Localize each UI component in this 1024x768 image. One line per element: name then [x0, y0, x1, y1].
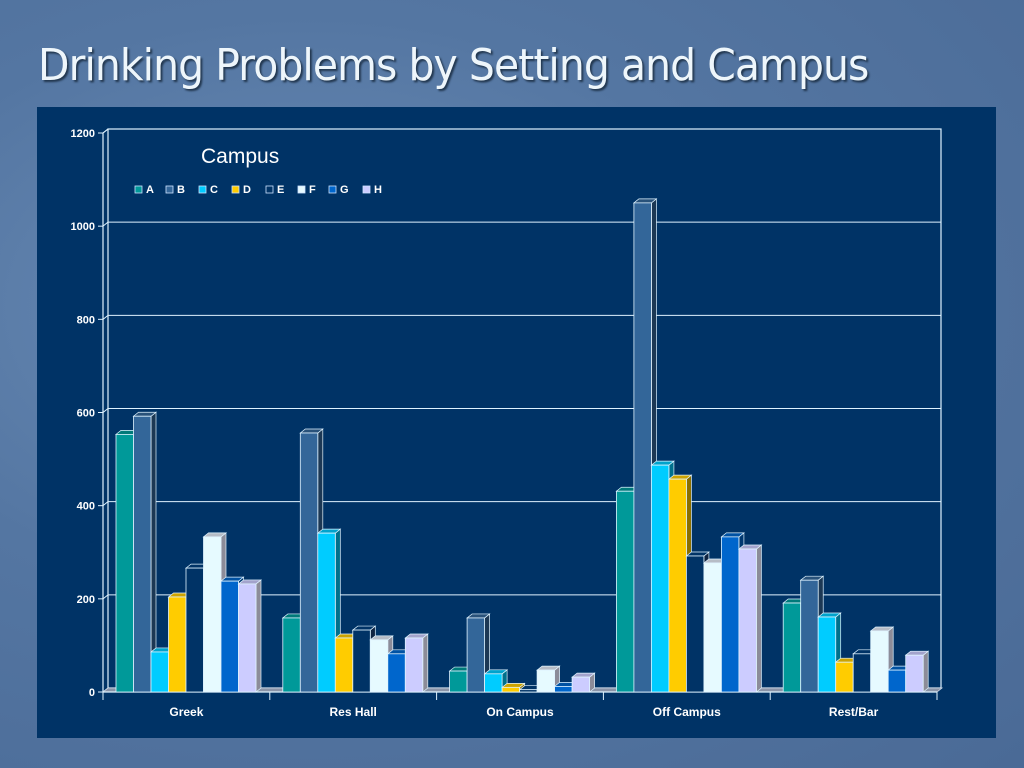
- y-tick-label: 800: [77, 314, 95, 326]
- bar-front: [738, 548, 757, 693]
- bar-front: [299, 432, 319, 693]
- bar: [904, 650, 930, 693]
- bar-front: [686, 555, 705, 693]
- legend-swatch: [362, 185, 371, 194]
- bar-front: [870, 630, 889, 693]
- bar-front: [571, 676, 590, 693]
- bar-front: [369, 639, 389, 693]
- x-tick-label: On Campus: [486, 705, 554, 719]
- bar: [737, 544, 763, 693]
- legend-swatch: [328, 185, 337, 194]
- legend-label: A: [146, 184, 154, 196]
- bar-side: [922, 650, 929, 693]
- bar-front: [168, 596, 187, 693]
- bar-front: [484, 673, 503, 693]
- y-tick-label: 1000: [71, 221, 95, 233]
- bar-front: [633, 202, 652, 693]
- bar-front: [554, 686, 573, 693]
- y-axis-labels: 0 200 400 600 800 1000 1200: [71, 128, 95, 699]
- legend-swatch: [134, 185, 143, 194]
- bar-front: [203, 536, 222, 693]
- legend-label: G: [340, 184, 349, 196]
- bar-front: [387, 653, 406, 693]
- bar-front: [852, 653, 872, 693]
- bar-front: [887, 669, 907, 693]
- bar-front: [782, 602, 802, 693]
- bar-front: [220, 580, 239, 693]
- bar-front: [651, 464, 670, 693]
- bar-front: [800, 579, 819, 693]
- bar-front: [282, 617, 301, 693]
- bar-side: [756, 544, 762, 693]
- bar-front: [536, 669, 556, 693]
- bar-front: [185, 567, 204, 693]
- y-tick-label: 600: [77, 408, 95, 420]
- bar-front: [115, 433, 134, 693]
- bar-front: [519, 689, 538, 693]
- bar-front: [404, 637, 424, 693]
- gridline-side: [102, 501, 109, 507]
- bar-front: [317, 532, 336, 693]
- x-tick-label: Rest/Bar: [829, 705, 879, 719]
- gridline-side: [102, 314, 109, 320]
- y-tick-label: 0: [89, 687, 95, 699]
- y-tick-label: 200: [77, 594, 95, 606]
- bar-front: [238, 583, 257, 693]
- bar: [237, 579, 262, 693]
- gridline-side: [102, 408, 109, 413]
- bar-front: [334, 637, 354, 693]
- legend-swatch: [198, 185, 207, 194]
- legend-label: C: [210, 184, 218, 196]
- legend-label: H: [374, 184, 382, 196]
- bar-front: [703, 562, 722, 693]
- bar: [404, 633, 429, 693]
- bar: [132, 411, 157, 693]
- bar-front: [817, 616, 837, 693]
- legend: Campus A B C D E F G H: [134, 145, 382, 196]
- bar-front: [466, 617, 486, 693]
- bar-front: [449, 670, 468, 693]
- bars: [115, 198, 930, 693]
- gridline-side: [102, 221, 109, 227]
- y-tick-label: 1200: [71, 128, 95, 140]
- legend-title: Campus: [201, 145, 279, 168]
- x-tick-label: Off Campus: [653, 705, 721, 719]
- bar-front: [352, 629, 371, 693]
- x-tick-label: Res Hall: [330, 705, 377, 719]
- x-tick-label: Greek: [169, 705, 203, 719]
- legend-label: B: [177, 184, 185, 196]
- x-axis-labels: Greek Res Hall On Campus Off Campus Rest/Bar: [169, 705, 878, 719]
- bar: [571, 672, 596, 693]
- bar-front: [616, 490, 635, 693]
- legend-swatch: [165, 185, 174, 194]
- legend-swatch: [265, 185, 274, 194]
- gridline-side: [102, 594, 109, 600]
- bar-chart: Greek Res Hall On Campus Off Campus Rest/Bar…: [71, 128, 944, 719]
- slide-title: Drinking Problems by Setting and Campus: [38, 40, 869, 91]
- bar-front: [905, 654, 924, 693]
- bar-side: [255, 579, 262, 693]
- bar-front: [668, 478, 687, 693]
- bar-front: [501, 686, 521, 693]
- legend-swatch: [297, 185, 306, 194]
- bar-front: [133, 415, 152, 693]
- legend-swatch: [231, 185, 240, 194]
- bar-front: [835, 661, 854, 693]
- bar-front: [150, 651, 169, 693]
- legend-label: D: [243, 184, 251, 196]
- legend-label: F: [309, 184, 316, 196]
- legend-label: E: [277, 184, 284, 196]
- y-tick-label: 400: [77, 501, 95, 513]
- bar-side: [422, 633, 429, 693]
- y-axis-top: [102, 128, 109, 134]
- bar-front: [721, 536, 740, 693]
- chart-area: Greek Res Hall On Campus Off Campus Rest/Bar…: [37, 107, 996, 738]
